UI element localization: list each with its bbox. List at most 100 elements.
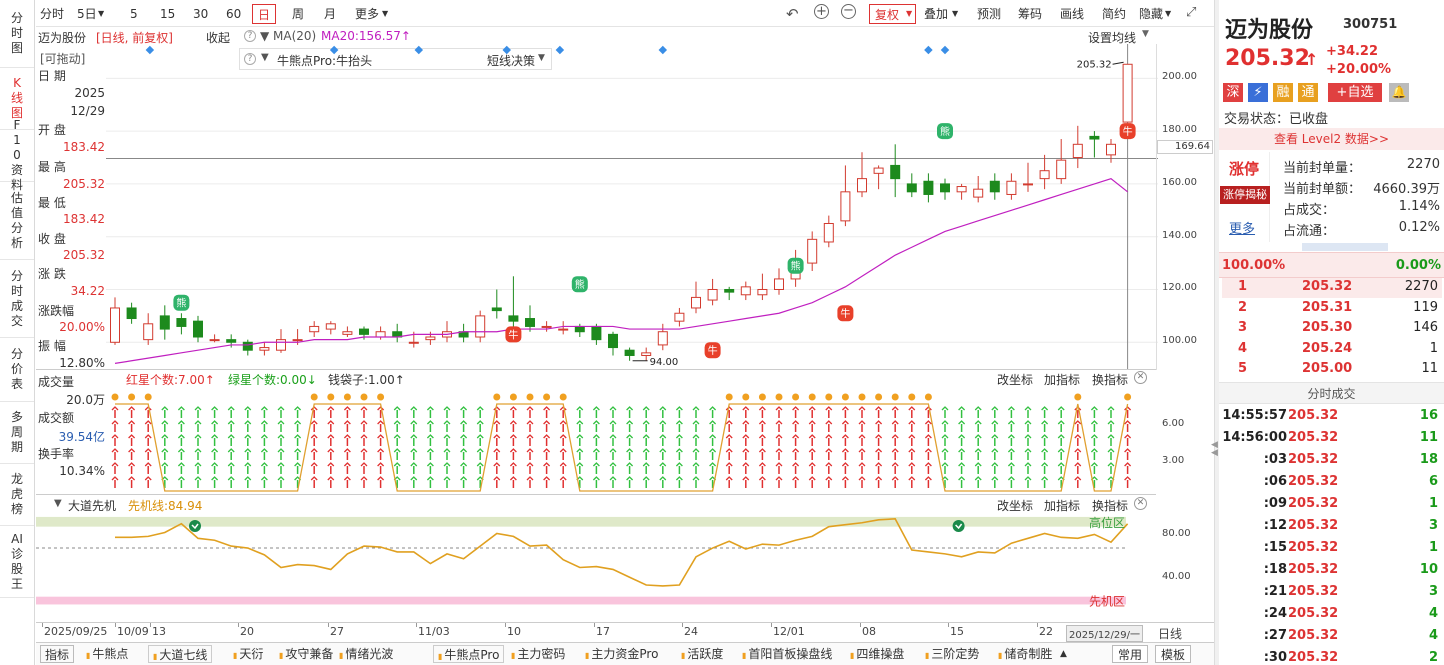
period-tab-3[interactable]: 15: [160, 7, 176, 21]
period-tab-4[interactable]: 30: [193, 7, 209, 21]
level2-bar[interactable]: 查看 Level2 数据>>: [1219, 128, 1444, 150]
side-tab-5[interactable]: 分价表: [0, 338, 34, 402]
ma-settings-caret-icon[interactable]: ▼: [1142, 29, 1149, 39]
bear-signal-icon[interactable]: 熊: [787, 257, 804, 274]
caret-down-icon[interactable]: ▼: [98, 9, 105, 18]
add-indicator-button[interactable]: 加指标: [1044, 499, 1081, 513]
bull-signal-icon[interactable]: 牛: [837, 305, 854, 322]
bull-signal-icon[interactable]: 牛: [505, 326, 522, 343]
indicator-tab-2[interactable]: ▮ 大道七线: [148, 645, 213, 663]
add-favorite-button[interactable]: +自选: [1328, 83, 1382, 102]
period-tab-2[interactable]: 5: [130, 7, 138, 21]
add-indicator-button[interactable]: 加指标: [1044, 373, 1081, 387]
period-tab-6[interactable]: 日: [252, 4, 277, 24]
indicator-tab-4[interactable]: ▮ 攻守兼备: [279, 645, 333, 663]
change-coords-button[interactable]: 改坐标: [997, 499, 1034, 513]
indicator-tab-13[interactable]: ▮ 储奇制胜: [998, 645, 1052, 663]
panel-splitter[interactable]: [1214, 0, 1219, 665]
purse-icon: [360, 393, 368, 401]
period-tab-9[interactable]: 更多: [355, 7, 380, 21]
indicator-tab-3[interactable]: ▮ 天衍: [233, 645, 263, 663]
undo-icon[interactable]: ↶: [786, 5, 799, 23]
indicator-tab-0[interactable]: 指标: [40, 645, 75, 663]
side-tab-1[interactable]: K线图: [0, 68, 34, 130]
lightning-icon[interactable]: ⚡: [1248, 83, 1268, 102]
side-tab-7[interactable]: 龙虎榜: [0, 464, 34, 526]
bear-signal-icon[interactable]: 熊: [937, 123, 953, 140]
bell-icon[interactable]: 🔔: [1389, 83, 1409, 102]
ma-dropdown[interactable]: ▼ MA(20): [260, 29, 317, 43]
close-icon[interactable]: ✕: [1134, 497, 1147, 510]
indicator-tab-9[interactable]: ▮ 活跃度: [681, 645, 723, 663]
period-tab-7[interactable]: 周: [292, 7, 305, 21]
toolbar-button-1[interactable]: 叠加: [924, 7, 949, 21]
help-icon[interactable]: ?: [244, 30, 256, 42]
bear-signal-icon[interactable]: 熊: [571, 276, 588, 293]
collapse-left-icon[interactable]: ◀: [1211, 440, 1218, 450]
caret-down-icon[interactable]: ▼: [906, 9, 913, 18]
side-tab-6[interactable]: 多周期: [0, 402, 34, 464]
limit-reveal-button[interactable]: 涨停揭秘: [1220, 186, 1270, 204]
short-term-dropdown[interactable]: 短线决策: [487, 54, 536, 68]
toolbar-button-4[interactable]: 画线: [1060, 7, 1085, 21]
tab-marker-icon: ▮: [998, 651, 1003, 660]
toolbar-button-6[interactable]: 隐藏: [1139, 7, 1164, 21]
side-tab-0[interactable]: 分时图: [0, 0, 34, 68]
change-coords-button[interactable]: 改坐标: [997, 373, 1034, 387]
toolbar-button-2[interactable]: 预测: [977, 7, 1002, 21]
period-tab-1[interactable]: 5日: [77, 7, 97, 21]
badge-rong[interactable]: 融: [1273, 83, 1293, 102]
draggable-label[interactable]: [可拖动]: [40, 52, 86, 66]
more-link[interactable]: 更多: [1229, 222, 1256, 237]
period-tab-5[interactable]: 60: [226, 7, 242, 21]
badge-shen[interactable]: 深: [1223, 83, 1243, 102]
star-chart[interactable]: [106, 388, 1156, 494]
indicator-tab-11[interactable]: ▮ 四维操盘: [850, 645, 904, 663]
bull-signal-icon[interactable]: 牛: [704, 342, 721, 359]
caret-down-icon[interactable]: ▼: [382, 9, 389, 18]
indicator-tab-6[interactable]: ▮ 牛熊点Pro: [433, 645, 505, 663]
badge-tong[interactable]: 通: [1298, 83, 1318, 102]
zoom-in-icon[interactable]: +: [814, 4, 829, 19]
purse-icon: [128, 393, 136, 401]
ma-settings-button[interactable]: 设置均线: [1088, 31, 1137, 45]
collapse-left-icon[interactable]: ◀: [1211, 448, 1218, 458]
help-icon[interactable]: ?: [244, 53, 256, 65]
toolbar-button-0[interactable]: 复权: [869, 4, 917, 24]
kline-mode[interactable]: [日线, 前复权]: [96, 31, 173, 45]
caret-down-icon[interactable]: ▼: [952, 9, 959, 18]
period-tab-8[interactable]: 月: [324, 7, 337, 21]
indicator-caret-icon[interactable]: ▼: [261, 52, 269, 63]
common-button[interactable]: 常用: [1112, 645, 1149, 663]
indicator-tab-8[interactable]: ▮ 主力资金Pro: [585, 645, 658, 663]
period-tab-0[interactable]: 分时: [40, 7, 65, 21]
close-icon[interactable]: ✕: [1134, 371, 1147, 384]
caret-down-icon[interactable]: ▼: [1165, 9, 1172, 18]
scroll-indicator[interactable]: [1302, 243, 1388, 251]
indicator-tab-5[interactable]: ▮ 情绪光波: [339, 645, 393, 663]
fullscreen-icon[interactable]: ⤢: [1186, 5, 1197, 20]
template-button[interactable]: 模板: [1155, 645, 1192, 663]
star-mark: [194, 448, 202, 460]
indicator-tab-1[interactable]: ▮ 牛熊点: [86, 645, 128, 663]
side-tab-8[interactable]: AI诊股王: [0, 526, 34, 598]
collapse-button[interactable]: 收起: [206, 31, 231, 45]
zoom-out-icon[interactable]: −: [841, 4, 856, 19]
side-tab-4[interactable]: 分时成交: [0, 260, 34, 338]
dadao-caret-icon[interactable]: ▼: [54, 498, 62, 509]
change-indicator-button[interactable]: 换指标: [1092, 499, 1129, 513]
bull-signal-icon[interactable]: 牛: [1119, 123, 1136, 140]
toolbar-button-3[interactable]: 筹码: [1018, 7, 1043, 21]
side-tab-3[interactable]: 估值分析: [0, 182, 34, 260]
side-tab-2[interactable]: F10资料: [0, 118, 34, 192]
indicator-tab-7[interactable]: ▮ 主力密码: [511, 645, 565, 663]
more-tabs-icon[interactable]: ▲: [1060, 649, 1067, 659]
change-indicator-button[interactable]: 换指标: [1092, 373, 1129, 387]
toolbar-button-5[interactable]: 简约: [1102, 7, 1127, 21]
indicator-tab-12[interactable]: ▮ 三阶定势: [925, 645, 979, 663]
short-term-caret-icon[interactable]: ▼: [538, 53, 545, 63]
indicator-tab-10[interactable]: ▮ 首阳首板操盘线: [742, 645, 832, 663]
bear-signal-icon[interactable]: 熊: [173, 294, 190, 311]
